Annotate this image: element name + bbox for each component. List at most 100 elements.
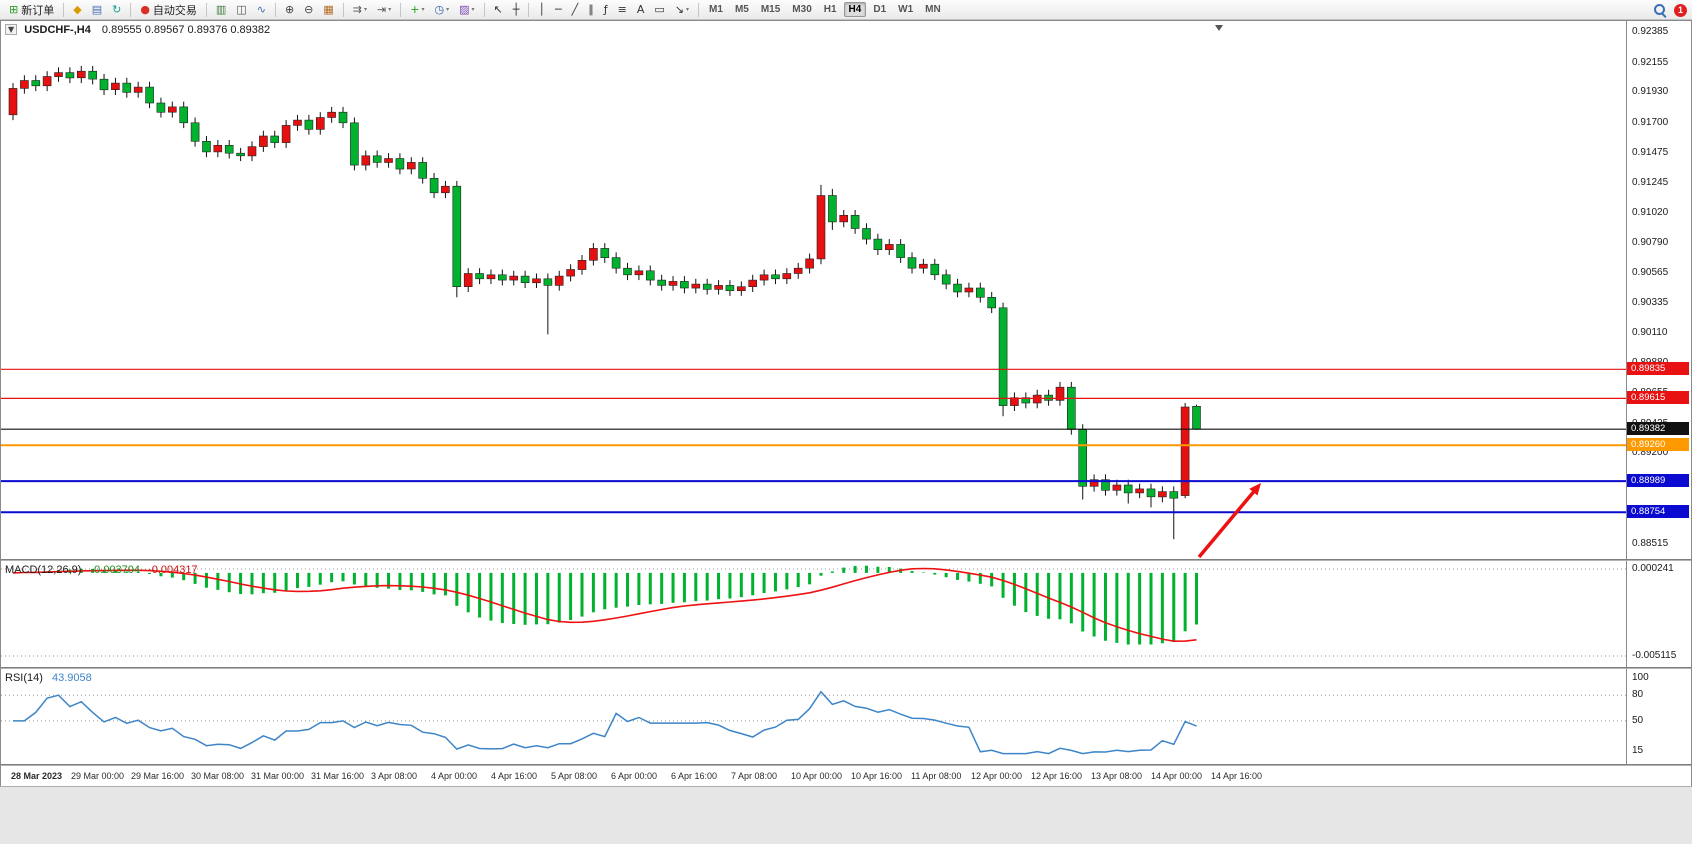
timeframe-m5[interactable]: M5: [734, 4, 749, 15]
toolbar-separator: [698, 2, 700, 17]
time-label: 6 Apr 00:00: [611, 771, 658, 781]
price-tag[interactable]: 0.89835: [1627, 362, 1689, 376]
arrows-icon: ↘: [674, 3, 685, 16]
candlestick-icon: ◫: [236, 3, 247, 16]
toolbar-separator: [274, 2, 276, 17]
zoom-out-icon: ⊖: [304, 3, 314, 16]
pane-separator[interactable]: [1, 764, 1691, 766]
indicators-icon[interactable]: + ▾: [406, 0, 428, 19]
time-axis[interactable]: 28 Mar 2023 29 Mar 00:00 29 Mar 16:00 30 Ma…: [1, 766, 1691, 787]
search-icon[interactable]: [1654, 3, 1667, 18]
macd-pane[interactable]: 0.000241 -0.005115 MACD(12,26,9) -0.00370…: [1, 561, 1691, 667]
price-axis[interactable]: 0.92385 0.92155 0.91930 0.91700 0.91475 0.912…: [1626, 21, 1691, 559]
candlesticks: [8, 65, 1201, 540]
channel-icon[interactable]: ∥: [584, 0, 598, 19]
timeframe-h1[interactable]: H1: [823, 4, 837, 15]
notification-badge[interactable]: 1: [1674, 3, 1687, 17]
pane-separator[interactable]: [1, 667, 1691, 669]
bar-chart-icon[interactable]: ▥: [212, 0, 230, 19]
price-tag[interactable]: 0.89260: [1627, 438, 1689, 452]
rsi-pane[interactable]: 100 80 50 15 RSI(14) 43.9058: [1, 669, 1691, 764]
line-chart-icon[interactable]: ∿: [253, 0, 270, 19]
trend-arrow[interactable]: [1197, 483, 1261, 559]
metaeditor-icon[interactable]: ◆: [69, 0, 85, 19]
chevron-down-icon[interactable]: ▾: [686, 6, 690, 13]
chevron-down-icon[interactable]: ▾: [364, 6, 368, 13]
price-tick: 0.90565: [1632, 266, 1669, 278]
tile-windows-icon[interactable]: ▦: [319, 0, 337, 19]
print-icon[interactable]: ▤: [88, 0, 106, 19]
time-label: 31 Mar 16:00: [311, 771, 365, 781]
price-pane[interactable]: 0.92385 0.92155 0.91930 0.91700 0.91475 0.912…: [1, 21, 1691, 559]
vertical-line-icon[interactable]: │: [534, 0, 549, 19]
macd-tick: -0.005115: [1632, 650, 1677, 661]
price-tick: 0.90335: [1632, 297, 1669, 309]
pane-separator[interactable]: [1, 559, 1691, 561]
text-icon[interactable]: A: [633, 0, 649, 19]
zoom-in-icon[interactable]: ⊕: [281, 0, 298, 19]
time-label: 28 Mar 2023: [11, 771, 63, 781]
auto-scroll-icon: ⇉: [352, 3, 363, 16]
periods-icon[interactable]: ◷ ▾: [431, 0, 454, 19]
candlestick-icon[interactable]: ◫: [232, 0, 250, 19]
label-icon[interactable]: ▭: [650, 0, 668, 19]
new-order-button-label: 新订单: [21, 4, 55, 17]
templates-icon[interactable]: ▨ ▾: [455, 0, 478, 19]
horizontal-line-icon: ─: [555, 3, 562, 16]
timeframe-m30[interactable]: M30: [792, 4, 812, 15]
time-label: 10 Apr 16:00: [851, 771, 903, 781]
refresh-icon: ↻: [112, 3, 122, 16]
price-tag[interactable]: 0.88754: [1627, 505, 1689, 519]
price-tag[interactable]: 0.89382: [1627, 422, 1689, 436]
zoom-out-icon[interactable]: ⊖: [300, 0, 317, 19]
crosshair-icon[interactable]: ┼: [509, 0, 524, 19]
rsi-tick: 100: [1632, 672, 1649, 683]
timeframe-m1[interactable]: M1: [709, 4, 723, 15]
chart-window: 0.92385 0.92155 0.91930 0.91700 0.91475 0.912…: [0, 20, 1692, 787]
timeframe-w1[interactable]: W1: [898, 4, 914, 15]
cursor-icon[interactable]: ↖: [490, 0, 507, 19]
toolbar-separator: [342, 2, 344, 17]
time-label: 4 Apr 16:00: [491, 771, 538, 781]
rsi-chart[interactable]: [1, 669, 1626, 764]
time-label: 4 Apr 00:00: [431, 771, 478, 781]
auto-scroll-icon[interactable]: ⇉ ▾: [349, 0, 371, 19]
rsi-label: RSI(14) 43.9058: [5, 672, 92, 684]
time-label: 5 Apr 08:00: [551, 771, 598, 781]
window-footer: [0, 786, 1692, 844]
toolbar-separator: [130, 2, 132, 17]
new-order-button[interactable]: ⊞ 新订单: [5, 0, 58, 19]
horizontal-line-icon[interactable]: ─: [551, 0, 566, 19]
timeframe-h4[interactable]: H4: [843, 2, 867, 17]
macd-chart[interactable]: [1, 561, 1626, 667]
chevron-down-icon[interactable]: ▾: [446, 6, 450, 13]
time-label: 6 Apr 16:00: [671, 771, 718, 781]
refresh-icon[interactable]: ↻: [108, 0, 125, 19]
autotrade-button-label: 自动交易: [152, 4, 197, 17]
macd-axis[interactable]: 0.000241 -0.005115: [1626, 561, 1691, 667]
price-tick: 0.88515: [1632, 537, 1669, 549]
cursor-icon: ↖: [493, 3, 503, 16]
price-tag[interactable]: 0.89615: [1627, 391, 1689, 405]
price-chart[interactable]: [1, 21, 1626, 559]
chevron-down-icon[interactable]: ▾: [421, 6, 425, 13]
chart-symbol-label: ▼ USDCHF-,H4 0.89555 0.89567 0.89376 0.8…: [5, 24, 270, 36]
arrows-icon[interactable]: ↘ ▾: [671, 0, 693, 19]
timeframe-m15[interactable]: M15: [760, 4, 781, 15]
text-icon: A: [636, 3, 645, 16]
timeframe-d1[interactable]: D1: [873, 4, 887, 15]
chevron-down-icon[interactable]: ▾: [388, 6, 392, 13]
fibonacci-icon[interactable]: ƒ: [600, 0, 612, 19]
levels-icon[interactable]: ≡: [614, 0, 631, 19]
rsi-axis[interactable]: 100 80 50 15: [1626, 669, 1691, 764]
timeframe-mn[interactable]: MN: [925, 4, 941, 15]
chevron-down-icon[interactable]: ▾: [471, 6, 475, 13]
new-order-button: ⊞: [9, 3, 19, 16]
trendline-icon[interactable]: ╱: [568, 0, 583, 19]
one-click-trading-toggle[interactable]: ▼: [5, 24, 18, 35]
chart-shift-icon[interactable]: ⇥ ▾: [373, 0, 395, 19]
time-label: 31 Mar 00:00: [251, 771, 305, 781]
autotrade-button[interactable]: ● 自动交易: [136, 0, 201, 19]
chart-shift-icon: ⇥: [377, 3, 387, 16]
price-tag[interactable]: 0.88989: [1627, 474, 1689, 488]
